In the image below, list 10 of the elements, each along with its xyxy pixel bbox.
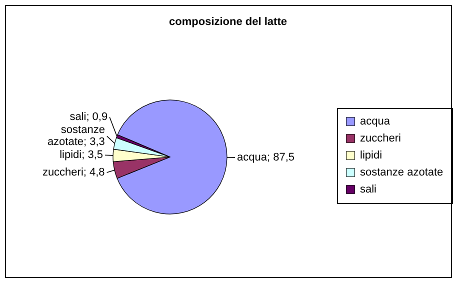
data-label: zuccheri; 4,8: [42, 166, 105, 178]
legend-label: sostanze azotate: [360, 166, 444, 178]
data-label: lipidi; 3,5: [60, 149, 104, 162]
chart-title: composizione del latte: [169, 16, 287, 28]
legend-label: zuccheri: [360, 132, 401, 144]
legend-label: lipidi: [360, 150, 382, 162]
data-label: sali; 0,9: [70, 111, 108, 124]
legend-label: sali: [360, 184, 377, 196]
data-label: acqua; 87,5: [236, 152, 294, 164]
legend-label: acqua: [360, 116, 391, 128]
